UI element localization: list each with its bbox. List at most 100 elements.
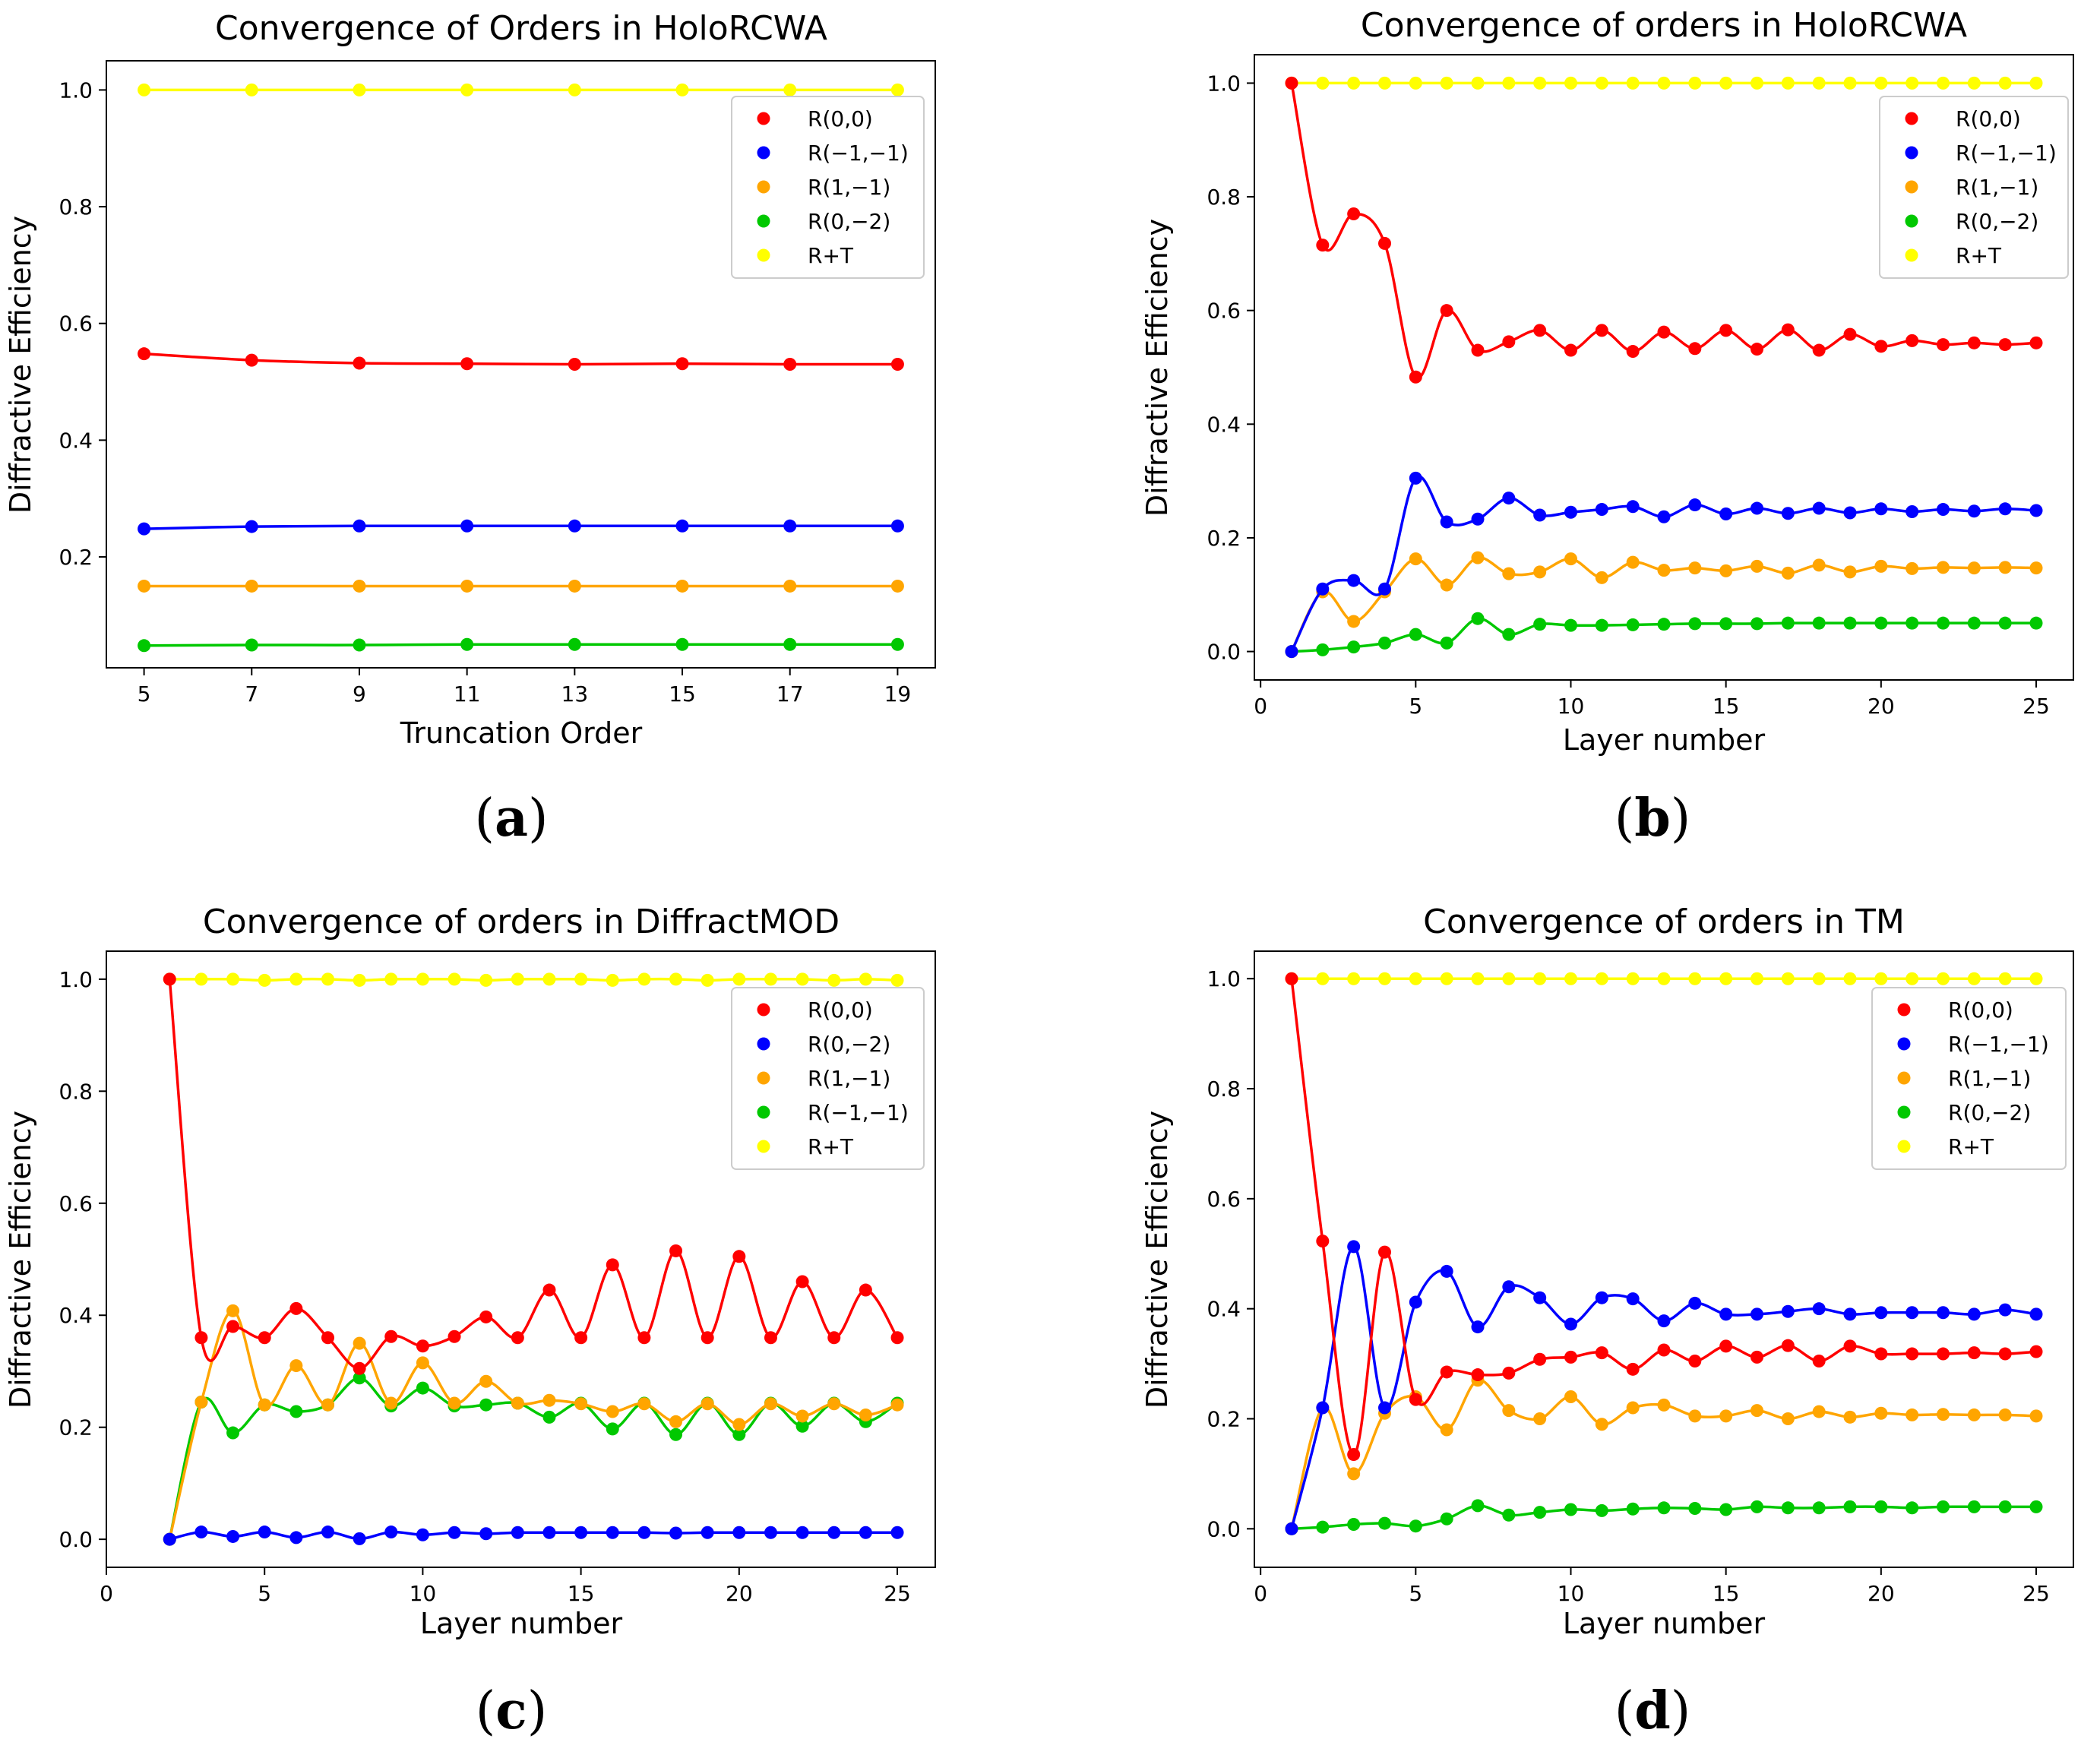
data-point	[1874, 76, 1888, 90]
data-point	[1626, 1401, 1640, 1415]
data-point	[764, 1397, 777, 1411]
data-point	[1409, 370, 1422, 384]
data-point	[1564, 552, 1577, 566]
data-point	[384, 1396, 398, 1410]
panel-label-letter: c	[495, 1681, 527, 1739]
data-point	[675, 83, 689, 96]
data-point	[574, 972, 588, 986]
data-point	[1657, 76, 1671, 90]
data-point	[1843, 565, 1857, 579]
data-point	[1781, 566, 1795, 580]
data-point	[669, 1244, 683, 1257]
data-point	[568, 358, 581, 371]
series-2	[138, 519, 904, 536]
y-tick-label: 0.4	[59, 1303, 93, 1328]
legend-marker	[1905, 248, 1918, 262]
data-point	[795, 972, 809, 986]
y-tick-label: 1.0	[59, 967, 93, 992]
x-tick-label: 7	[245, 681, 258, 707]
x-tick-label: 10	[410, 1581, 437, 1606]
data-point	[1967, 561, 1981, 575]
data-point	[460, 357, 474, 371]
data-point	[1347, 76, 1361, 90]
legend-marker	[757, 1037, 770, 1051]
legend-marker	[1897, 1003, 1911, 1017]
data-point	[795, 1275, 809, 1288]
data-point	[2029, 972, 2043, 985]
data-point	[1967, 1500, 1981, 1513]
data-point	[1316, 643, 1330, 656]
x-tick-label: 5	[1409, 1581, 1422, 1606]
data-point	[1533, 1506, 1547, 1519]
data-point	[1347, 574, 1361, 587]
legend-marker	[1897, 1037, 1911, 1051]
data-point	[289, 1531, 303, 1545]
y-tick-label: 0.2	[1207, 526, 1241, 551]
data-point	[783, 519, 797, 533]
legend-marker	[757, 112, 770, 125]
data-point	[1937, 1347, 1950, 1361]
data-point	[1316, 1235, 1330, 1248]
data-point	[1347, 972, 1361, 985]
data-point	[637, 1397, 651, 1411]
series-1	[163, 972, 904, 1375]
data-point	[890, 83, 904, 96]
x-tick-label: 0	[100, 1581, 113, 1606]
axes-frame	[106, 60, 936, 669]
data-point	[1502, 1366, 1516, 1380]
x-tick-label: 5	[138, 681, 151, 707]
data-point	[1751, 1500, 1763, 1513]
data-point	[1937, 561, 1950, 574]
series-line	[142, 524, 900, 530]
data-point	[1409, 972, 1422, 985]
x-axis-label: Layer number	[1563, 723, 1766, 757]
data-point	[1316, 1520, 1330, 1534]
series-2	[1285, 471, 2043, 659]
data-point	[574, 1526, 588, 1539]
data-point	[1905, 972, 1919, 985]
data-point	[1657, 510, 1671, 523]
data-point	[701, 1397, 714, 1411]
data-point	[1378, 1401, 1391, 1415]
data-point	[384, 972, 398, 986]
data-point	[1502, 1508, 1516, 1522]
data-point	[1626, 618, 1640, 631]
data-point	[1316, 972, 1330, 985]
data-point	[1440, 1512, 1453, 1526]
data-point	[859, 1283, 872, 1297]
data-point	[289, 1301, 303, 1315]
data-point	[1781, 1339, 1795, 1352]
x-tick-label: 15	[568, 1581, 595, 1606]
data-point	[1471, 612, 1485, 625]
data-point	[675, 357, 689, 371]
data-point	[675, 637, 689, 651]
data-point	[163, 972, 176, 986]
series-2	[1285, 1240, 2043, 1535]
data-point	[542, 1526, 556, 1539]
y-tick-label: 0.2	[59, 1415, 93, 1440]
y-tick-label: 0.0	[1207, 1516, 1241, 1541]
y-tick-label: 0.0	[1207, 640, 1241, 665]
x-tick-label: 20	[1868, 1581, 1895, 1606]
data-point	[1533, 508, 1547, 522]
data-point	[732, 972, 746, 986]
data-point	[859, 1526, 872, 1539]
data-point	[1843, 327, 1857, 341]
data-point	[321, 1398, 334, 1412]
data-point	[890, 973, 904, 987]
data-point	[1657, 1501, 1671, 1515]
data-point	[764, 972, 777, 986]
data-point	[1812, 501, 1826, 515]
data-point	[384, 1330, 398, 1343]
data-point	[1905, 76, 1919, 90]
x-tick-label: 25	[2023, 1581, 2050, 1606]
panel-label-open-paren: (	[476, 1681, 496, 1739]
x-tick-label: 11	[454, 681, 481, 707]
chart-title: Convergence of orders in DiffractMOD	[203, 903, 840, 941]
data-point	[542, 1393, 556, 1407]
data-point	[669, 1526, 683, 1540]
panel-label: (b)	[1615, 788, 1691, 849]
data-point	[859, 1408, 872, 1421]
data-point	[195, 1331, 208, 1345]
legend-marker	[757, 248, 770, 262]
